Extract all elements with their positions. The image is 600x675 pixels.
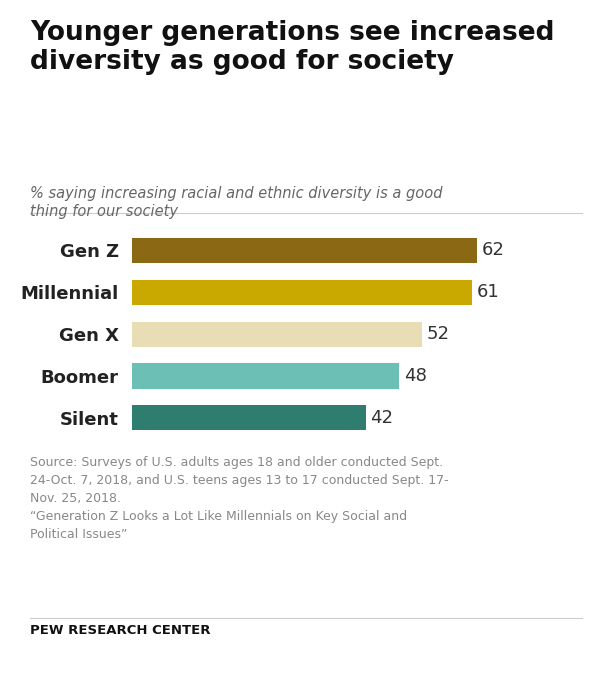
Text: PEW RESEARCH CENTER: PEW RESEARCH CENTER: [30, 624, 211, 637]
Bar: [132, 321, 422, 347]
Text: 48: 48: [404, 367, 427, 385]
Bar: [132, 405, 366, 431]
Bar: [132, 238, 478, 263]
Bar: [132, 363, 400, 389]
Text: 42: 42: [370, 409, 394, 427]
Text: 61: 61: [476, 284, 499, 301]
Text: 52: 52: [426, 325, 449, 343]
Bar: [132, 279, 472, 305]
Text: Younger generations see increased
diversity as good for society: Younger generations see increased divers…: [30, 20, 554, 75]
Text: 62: 62: [482, 242, 505, 259]
Text: % saying increasing racial and ethnic diversity is a good
thing for our society: % saying increasing racial and ethnic di…: [30, 186, 443, 219]
Text: Source: Surveys of U.S. adults ages 18 and older conducted Sept.
24-Oct. 7, 2018: Source: Surveys of U.S. adults ages 18 a…: [30, 456, 449, 541]
